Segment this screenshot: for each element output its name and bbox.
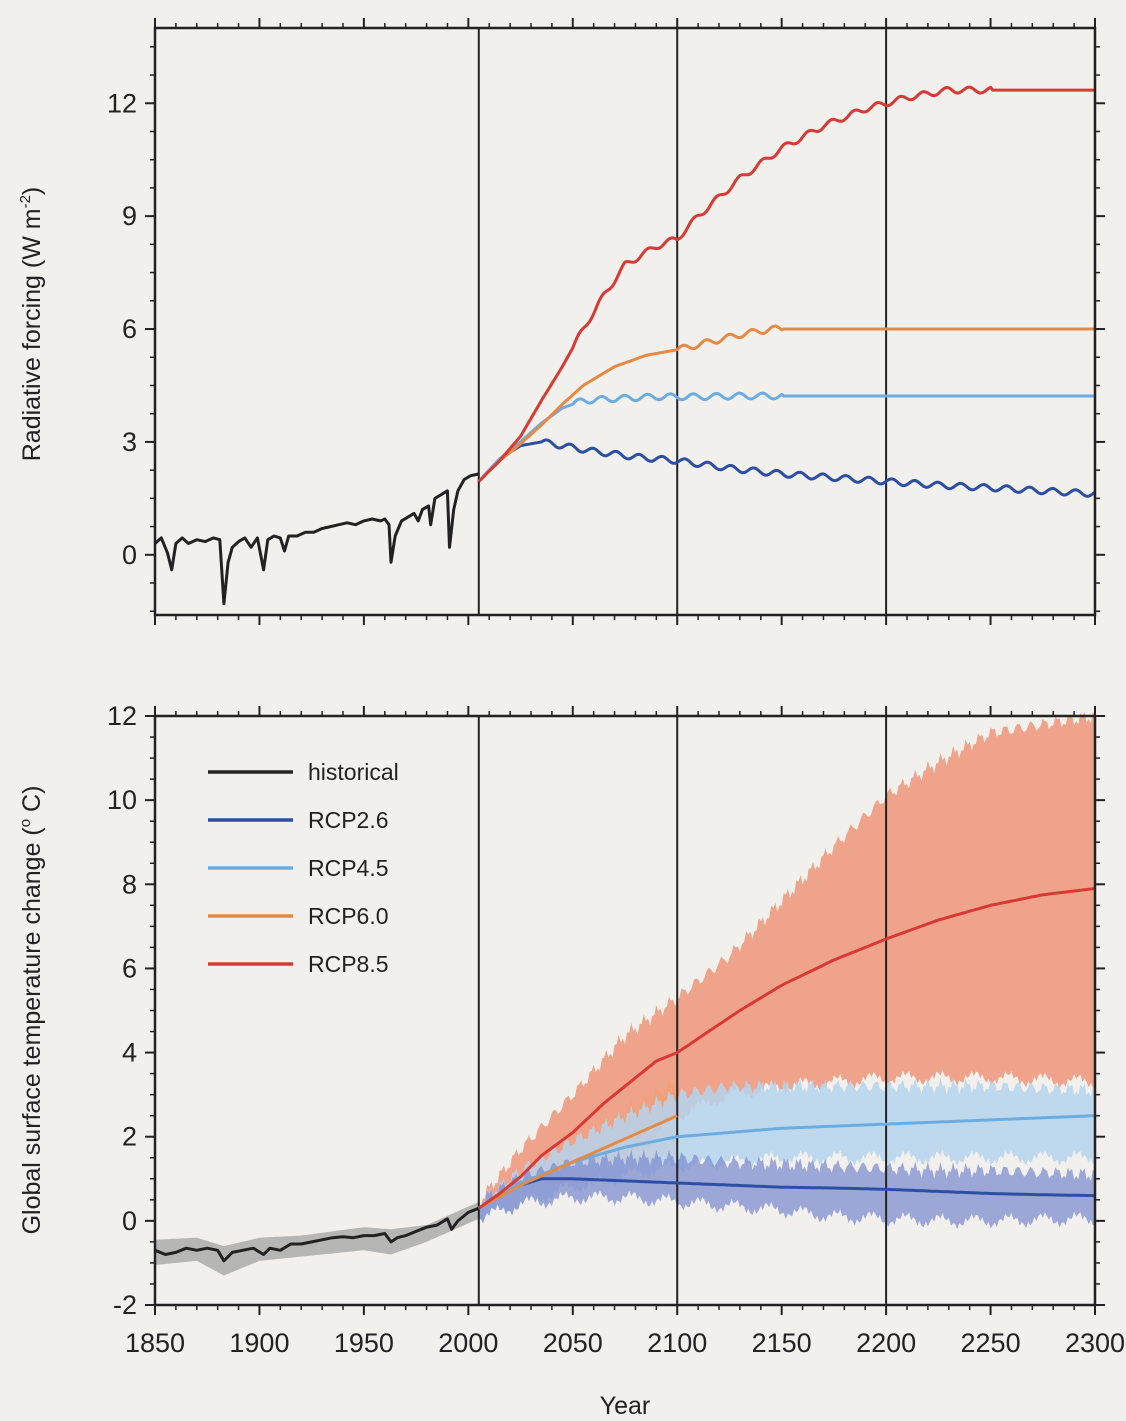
temperature-change-xtick-label-2150: 2150: [752, 1328, 812, 1358]
temperature-change-line-rcp8-5: [477, 887, 1096, 1210]
temperature-change-xtick-label-2300: 2300: [1065, 1328, 1125, 1358]
radiative-forcing-ytick-label-9: 9: [122, 201, 137, 231]
temperature-change-ytick-label-6: 6: [122, 953, 137, 983]
temperature-change-xtick-label-2200: 2200: [856, 1328, 916, 1358]
temperature-change-ytick-label-8: 8: [122, 869, 137, 899]
temperature-change-xtick-label-2000: 2000: [438, 1328, 498, 1358]
temperature-change-lines: [154, 887, 1096, 1263]
radiative-forcing-ytick-label-0: 0: [122, 540, 137, 570]
temperature-change-bands: [155, 711, 1095, 1276]
legend-label-rcp2-6: RCP2.6: [308, 807, 389, 833]
radiative-forcing-ytick-label-12: 12: [107, 88, 137, 118]
temperature-change-line-rcp2-6: [478, 1177, 1095, 1210]
radiative-forcing-ytick-label-3: 3: [122, 427, 137, 457]
radiative-forcing-lines: [154, 85, 1096, 606]
legend-label-rcp6-0: RCP6.0: [308, 903, 389, 929]
radiative-forcing-ytick-label-6: 6: [122, 314, 137, 344]
temperature-change-legend: historical RCP2.6 RCP4.5 RCP6.0 RCP8.5: [208, 759, 399, 977]
temperature-change-xtick-label-2250: 2250: [961, 1328, 1021, 1358]
temperature-change-xtick-label-1850: 1850: [125, 1328, 185, 1358]
radiative-forcing-line-historical: [154, 472, 480, 606]
temperature-change-ytick-label-12: 12: [107, 701, 137, 731]
radiative-forcing-line-rcp6-0: [477, 324, 1095, 483]
temperature-change-band-historical-range: [155, 1201, 479, 1276]
legend-label-rcp8-5: RCP8.5: [308, 951, 389, 977]
temperature-change-ytick-label-2: -2: [113, 1290, 137, 1320]
temperature-change-axes: -2 0 2 4 6 8 10 12 1850 1900 1950 2000 2050 2100 2150 2…: [107, 701, 1125, 1358]
radiative-forcing-panel: 0 3 6 9 12 Radiative forcing (W m-2): [17, 18, 1105, 625]
radiative-forcing-line-rcp8-5: [477, 85, 1095, 483]
radiative-forcing-line-rcp2-6: [477, 438, 1096, 498]
radiative-forcing-line-rcp4-5: [477, 391, 1095, 483]
temperature-change-line-historical: [154, 1206, 480, 1263]
radiative-forcing-axes: 0 3 6 9 12: [107, 18, 1105, 625]
radiative-forcing-y-axis-title: Radiative forcing (W m-2): [17, 187, 46, 462]
x-axis-title: Year: [600, 1392, 651, 1420]
temperature-change-xtick-label-2100: 2100: [647, 1328, 707, 1358]
temperature-change-xtick-label-1950: 1950: [334, 1328, 394, 1358]
temperature-change-band-rcp8-5-range: [478, 711, 1095, 1223]
temperature-change-y-axis-title: Global surface temperature change (o C): [17, 786, 46, 1235]
temperature-change-ytick-label-10: 10: [107, 785, 137, 815]
temperature-change-ytick-label-0: 0: [122, 1206, 137, 1236]
temperature-change-xtick-label-1900: 1900: [229, 1328, 289, 1358]
temperature-change-ytick-label-4: 4: [122, 1038, 137, 1068]
temperature-change-xtick-label-2050: 2050: [543, 1328, 603, 1358]
radiative-forcing-vlines: [477, 28, 888, 615]
temperature-change-line-rcp6-0: [478, 1114, 678, 1210]
radiative-forcing-plot-frame: [153, 26, 1097, 617]
temperature-change-band-rcp2-6-range: [478, 1149, 1095, 1230]
legend-label-historical: historical: [308, 759, 399, 785]
temperature-change-panel: -2 0 2 4 6 8 10 12 1850 1900 1950 2000 2050 2100 2150 2…: [17, 701, 1125, 1420]
temperature-change-band-rcp4-5-range: [478, 1077, 1095, 1224]
temperature-change-ytick-label-2: 2: [122, 1122, 137, 1152]
legend-label-rcp4-5: RCP4.5: [308, 855, 389, 881]
